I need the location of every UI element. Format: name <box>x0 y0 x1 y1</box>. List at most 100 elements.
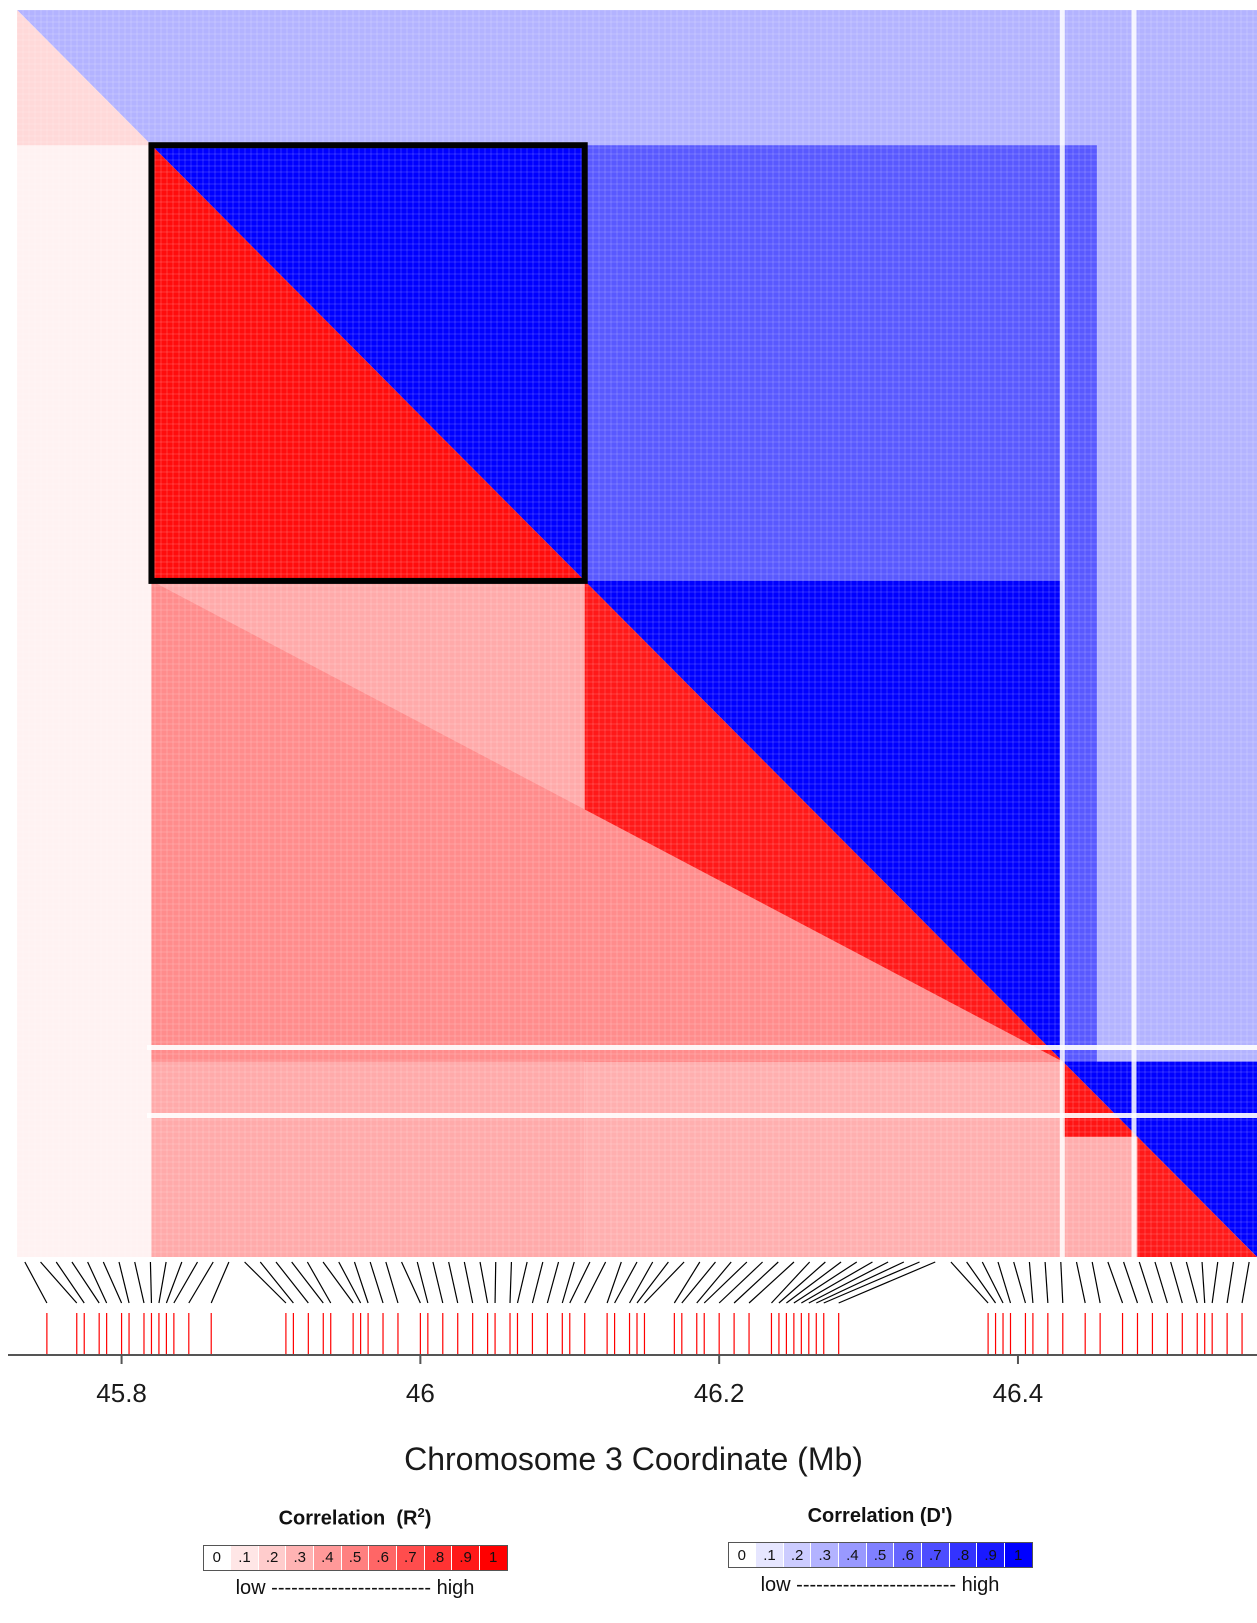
snp-connector <box>1107 1261 1124 1304</box>
snp-connector <box>353 1261 369 1304</box>
snp-connector <box>696 1261 732 1304</box>
snp-connector <box>338 1261 362 1304</box>
legend-r2-high: high <box>436 1576 475 1599</box>
snp-connector <box>401 1261 421 1304</box>
legend-r2-title-suffix: ) <box>424 1507 432 1530</box>
snp-connector <box>569 1261 591 1304</box>
legend-r2-cell: .1 <box>231 1545 259 1570</box>
ld-heatmap <box>8 9 1257 1364</box>
snp-connector <box>71 1261 100 1304</box>
legend-d-prime-cell: .9 <box>977 1543 1005 1567</box>
snp-connector <box>494 1261 497 1304</box>
snp-connector <box>1060 1261 1064 1304</box>
snp-connector <box>823 1261 920 1304</box>
snp-connector <box>210 1261 230 1304</box>
lower-r2-column-0 <box>17 10 152 1257</box>
gap-row-0 <box>147 1045 1257 1050</box>
legend-r2-cell: .7 <box>396 1545 425 1570</box>
snp-connector <box>40 1261 78 1304</box>
legend-d-prime-cell: 1 <box>1004 1543 1032 1567</box>
snp-connector <box>118 1261 130 1304</box>
snp-connector <box>546 1261 560 1304</box>
legend-r2-cell: .8 <box>424 1545 453 1570</box>
snp-connector <box>102 1261 123 1304</box>
snp-connector <box>1185 1261 1198 1304</box>
snp-connector <box>636 1261 669 1304</box>
legend-r2-cell: .4 <box>314 1545 342 1570</box>
snp-connector <box>1013 1261 1027 1304</box>
legend-d-prime-cell: .2 <box>783 1543 812 1567</box>
snp-connector <box>275 1261 309 1304</box>
snp-connector <box>644 1261 685 1304</box>
legend-d-prime-scale: 0.1.2.3.4.5.6.7.8.9 1 <box>727 1542 1033 1568</box>
snp-connector <box>771 1261 811 1304</box>
snp-connector <box>1170 1261 1183 1304</box>
snp-connector <box>385 1261 399 1304</box>
snp-connector <box>733 1261 779 1304</box>
lower-r2-block-3 <box>1062 1061 1138 1137</box>
legend-r2: Correlation (R2) 0.1.2.3.4.5.6.7.8.9 1 lo… <box>190 1505 520 1600</box>
legend-r2-range: low ------------------------ high <box>190 1577 520 1600</box>
snp-connector <box>188 1261 214 1304</box>
legend-r2-cell: .2 <box>258 1545 287 1570</box>
snp-connector <box>1123 1261 1139 1304</box>
snp-connector <box>173 1261 199 1304</box>
snp-connector <box>801 1261 873 1304</box>
snp-connector <box>479 1261 489 1304</box>
legend-r2-title: Correlation (R2) <box>190 1505 520 1531</box>
gap-column-0 <box>1059 10 1065 1257</box>
snp-connector <box>1138 1261 1153 1304</box>
legend-r2-cell: .5 <box>341 1545 370 1570</box>
snp-connector <box>808 1261 889 1304</box>
snp-connector <box>718 1261 763 1304</box>
legend-d-prime-low: low <box>760 1574 791 1596</box>
legend-d-prime-cell: 0 <box>728 1543 757 1567</box>
snp-connector <box>561 1261 575 1304</box>
snp-connector <box>997 1261 1012 1304</box>
legend-d-prime-range: low ------------------------ high <box>715 1574 1045 1597</box>
snp-connector <box>966 1261 997 1304</box>
legend-d-prime-cell: .1 <box>756 1543 784 1567</box>
legend-d-prime-high: high <box>961 1574 1000 1596</box>
lower-r2-block-4 <box>1137 1136 1257 1257</box>
snp-connector <box>950 1261 989 1304</box>
heatmap-cell-grid <box>16 9 1257 1257</box>
snp-connector <box>416 1261 429 1304</box>
legend-r2-cell: .9 <box>452 1545 480 1570</box>
snp-connector <box>463 1261 474 1304</box>
legend-r2-low: low <box>235 1576 266 1599</box>
highlight-block-outline <box>148 142 588 584</box>
snp-connector <box>778 1261 826 1304</box>
x-tick-label: 46 <box>405 1378 435 1408</box>
snp-connector <box>87 1261 108 1304</box>
gap-column-1 <box>1131 10 1137 1257</box>
snp-connector <box>1226 1261 1235 1304</box>
legend-d-prime-cell: .4 <box>839 1543 867 1567</box>
snp-connector <box>1028 1261 1034 1304</box>
snp-connector <box>24 1261 48 1304</box>
snp-connector <box>322 1261 354 1304</box>
legend-r2-dashes: ------------------------ <box>271 1576 432 1599</box>
snp-connector <box>614 1261 638 1304</box>
legend-d-prime-cell: .6 <box>894 1543 922 1567</box>
legend-r2-title-prefix: Correlation <box>278 1507 386 1530</box>
snp-connector <box>165 1261 183 1304</box>
legend-d-prime-dashes: ------------------------ <box>796 1574 957 1596</box>
snp-connector <box>681 1261 716 1304</box>
gap-row-1 <box>147 1113 1257 1118</box>
snp-connector <box>786 1261 842 1304</box>
legend-r2-cell: 0 <box>203 1545 232 1570</box>
snp-connector <box>509 1261 513 1304</box>
legend-r2-title-sup: 2 <box>417 1505 425 1520</box>
legend-r2-cell: 1 <box>479 1545 507 1570</box>
legend-d-prime-cell: .7 <box>921 1543 950 1567</box>
upper-dprime-block-3 <box>1062 1061 1257 1257</box>
snp-connector <box>981 1261 1004 1304</box>
snp-connector <box>244 1261 287 1304</box>
snp-connector <box>629 1261 654 1304</box>
x-axis-title: Chromosome 3 Coordinate (Mb) <box>404 1441 863 1477</box>
legend-d-prime-cell: .8 <box>949 1543 978 1567</box>
snp-connector <box>432 1261 444 1304</box>
snp-connector <box>531 1261 544 1304</box>
